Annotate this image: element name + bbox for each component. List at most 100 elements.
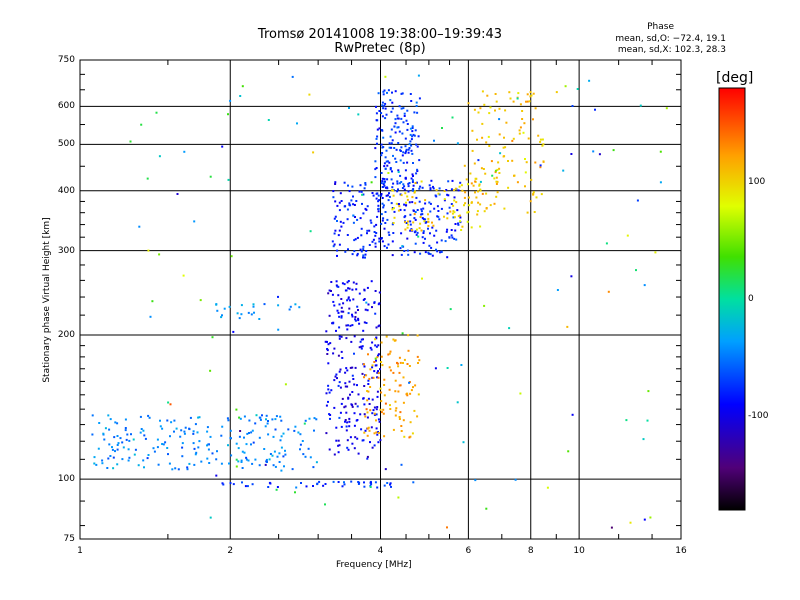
scatter-point	[472, 184, 475, 187]
scatter-point	[125, 438, 128, 441]
scatter-point	[404, 221, 407, 224]
scatter-point	[209, 369, 212, 372]
scatter-point	[354, 318, 357, 321]
scatter-point	[376, 192, 379, 195]
scatter-point	[343, 181, 346, 184]
scatter-point	[438, 187, 441, 190]
scatter-point	[293, 429, 296, 432]
scatter-point	[367, 353, 369, 356]
scatter-point	[409, 229, 412, 232]
scatter-point	[351, 366, 354, 369]
scatter-point	[284, 383, 287, 386]
scatter-point	[371, 446, 374, 449]
scatter-point	[374, 234, 377, 237]
scatter-point	[169, 435, 171, 438]
scatter-point	[227, 178, 230, 181]
scatter-point	[525, 161, 528, 164]
scatter-point	[395, 148, 398, 151]
scatter-point	[255, 414, 258, 417]
scatter-point	[473, 162, 476, 165]
scatter-point	[355, 288, 358, 291]
scatter-point	[302, 453, 305, 456]
scatter-point	[636, 199, 639, 202]
scatter-point	[400, 463, 403, 466]
scatter-point	[382, 136, 385, 139]
scatter-point	[391, 139, 394, 142]
scatter-point	[403, 185, 406, 188]
scatter-point	[357, 481, 360, 483]
scatter-point	[346, 369, 349, 372]
scatter-point	[401, 154, 404, 157]
scatter-point	[381, 364, 384, 367]
scatter-point	[335, 284, 338, 287]
scatter-point	[378, 127, 381, 130]
scatter-point	[340, 402, 343, 405]
scatter-point	[629, 521, 632, 524]
scatter-point	[366, 229, 369, 232]
scatter-point	[401, 187, 404, 189]
scatter-point	[374, 357, 377, 360]
scatter-point	[496, 168, 499, 171]
scatter-point	[333, 304, 336, 307]
scatter-point	[418, 187, 421, 190]
scatter-point	[122, 446, 125, 449]
scatter-point	[366, 205, 369, 208]
scatter-point	[465, 178, 468, 181]
scatter-point	[338, 303, 341, 306]
scatter-point	[450, 234, 453, 237]
scatter-point	[359, 248, 362, 251]
scatter-point	[360, 347, 363, 350]
scatter-point	[280, 469, 283, 472]
scatter-point	[371, 376, 374, 379]
scatter-point	[381, 197, 384, 199]
scatter-point	[394, 339, 397, 342]
scatter-point	[361, 439, 364, 442]
scatter-point	[542, 143, 545, 146]
scatter-point	[128, 439, 131, 442]
scatter-point	[451, 212, 454, 215]
scatter-point	[408, 201, 411, 204]
scatter-point	[220, 434, 223, 437]
scatter-point	[268, 458, 271, 461]
scatter-point	[378, 237, 381, 240]
scatter-point	[405, 222, 408, 224]
scatter-point	[378, 324, 381, 327]
scatter-point	[388, 142, 391, 145]
scatter-point	[398, 416, 401, 418]
scatter-point	[230, 255, 233, 258]
scatter-point	[363, 481, 365, 484]
scatter-point	[338, 209, 341, 212]
scatter-point	[378, 199, 381, 202]
scatter-point	[495, 180, 498, 183]
scatter-point	[352, 378, 355, 380]
scatter-point	[193, 220, 196, 223]
scatter-point	[654, 251, 657, 254]
scatter-point	[402, 107, 405, 110]
scatter-point	[384, 102, 387, 105]
scatter-point	[355, 419, 358, 422]
scatter-point	[340, 350, 343, 353]
scatter-point	[373, 370, 376, 373]
scatter-point	[112, 456, 115, 459]
scatter-point	[332, 322, 335, 325]
scatter-point	[461, 225, 464, 228]
scatter-point	[380, 213, 383, 216]
scatter-point	[525, 100, 527, 103]
scatter-point	[352, 203, 355, 206]
scatter-point	[556, 289, 559, 291]
scatter-point	[361, 202, 363, 205]
scatter-point	[377, 370, 379, 373]
scatter-point	[453, 237, 456, 240]
scatter-point	[481, 192, 484, 195]
scatter-point	[380, 112, 383, 115]
scatter-point	[429, 253, 432, 256]
scatter-point	[377, 431, 379, 433]
scatter-point	[498, 172, 501, 174]
scatter-points	[91, 74, 668, 529]
scatter-point	[509, 97, 512, 100]
scatter-point	[375, 223, 378, 226]
scatter-point	[415, 196, 418, 199]
scatter-point	[388, 192, 390, 195]
scatter-point	[338, 229, 341, 232]
scatter-point	[360, 428, 363, 431]
